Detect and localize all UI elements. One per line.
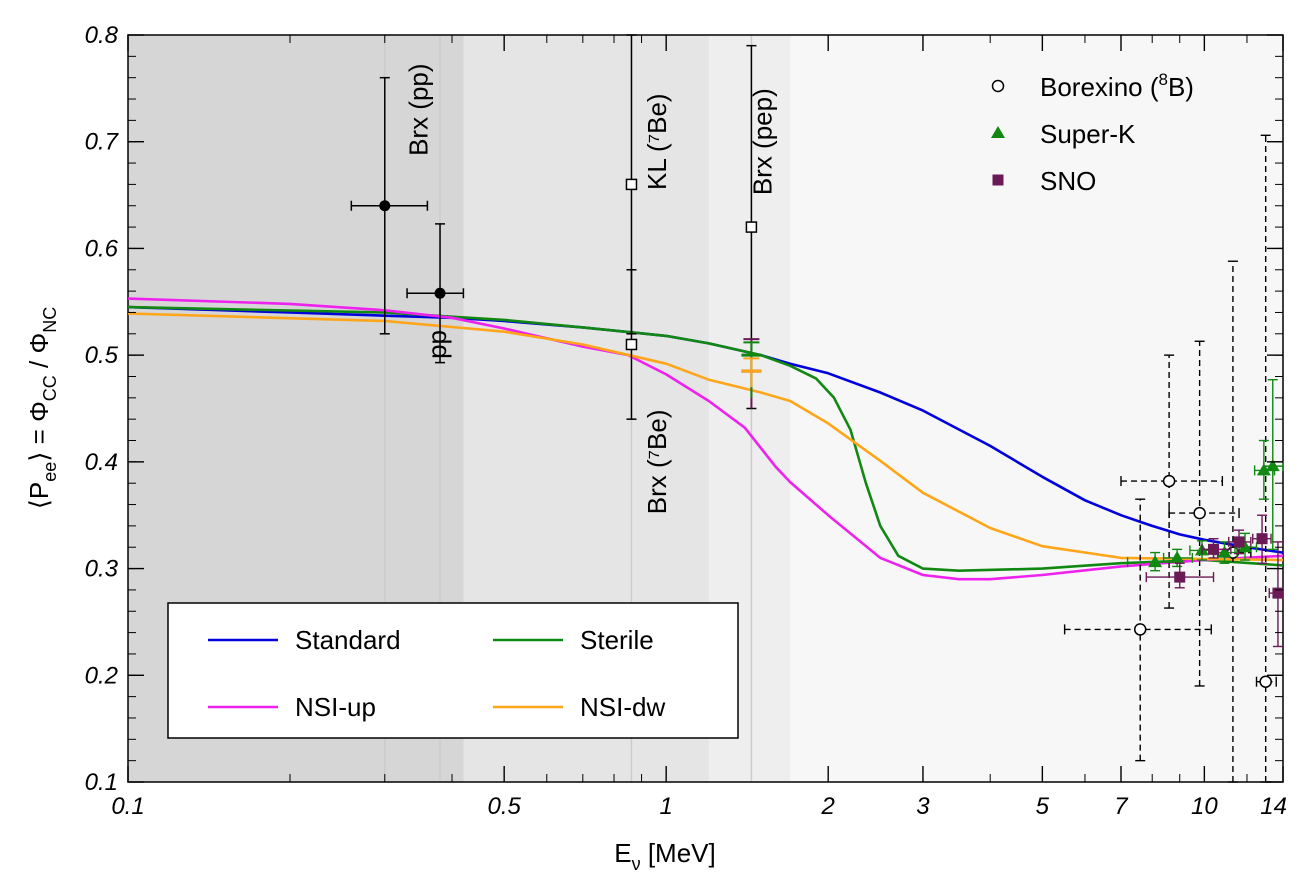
y-tick-label-7: 0.8: [85, 22, 119, 49]
high-energy-points: [1063, 134, 1284, 783]
legend-marker-1: [991, 126, 1005, 138]
dataset-2-marker-2: [1233, 536, 1245, 548]
point-marker-0: [379, 200, 391, 212]
legend-marker-2: [992, 174, 1004, 186]
y-tick-label-0: 0.1: [85, 769, 118, 796]
series-line-nsi-dw: [127, 312, 1284, 562]
series-line-sterile: [127, 305, 1284, 572]
legend-point-label-2: SNO: [1040, 166, 1096, 196]
legend-point-label-0: Borexino (8B): [1040, 70, 1194, 102]
x-axis-title: Eν [MeV]: [614, 838, 715, 874]
legend-lines: Standard Sterile NSI-up NSI-dw: [167, 602, 739, 739]
y-tick-label-3: 0.4: [85, 449, 118, 476]
y-tick-label-4: 0.5: [85, 342, 119, 369]
x-tick-label-7: 10: [1191, 793, 1218, 820]
dataset-2-marker-4: [1272, 587, 1284, 599]
point-marker-1: [434, 287, 446, 299]
y-tick-label-2: 0.3: [85, 556, 119, 583]
dataset-2-marker-1: [1208, 543, 1220, 555]
dataset-1-marker-3: [1217, 545, 1232, 558]
point-marker-2: [625, 178, 638, 191]
low-energy-points: [350, 34, 762, 420]
legend-marker-0: [991, 79, 1005, 93]
legend-label-nsi-dw: NSI-dw: [580, 692, 665, 722]
y-tick-label-5: 0.6: [85, 235, 119, 262]
dataset-1-marker-1: [1170, 550, 1185, 563]
legend-label-sterile: Sterile: [580, 625, 654, 655]
band-label-0: Brx (pp): [403, 63, 433, 155]
x-tick-label-3: 2: [821, 793, 835, 820]
dataset-1-marker-4: [1238, 540, 1253, 553]
band-label-4: Brx (pep): [748, 88, 778, 195]
dataset-0-marker-1: [1162, 474, 1176, 488]
x-tick-label-1: 0.5: [487, 793, 521, 820]
dataset-1-marker-6: [1265, 459, 1280, 472]
dataset-0-marker-2: [1193, 506, 1206, 520]
plot-frame: [127, 34, 1284, 783]
legend-point-label-1: Super-K: [1040, 119, 1136, 149]
series-line-nsi-up: [127, 297, 1284, 581]
x-tick-label-4: 3: [916, 793, 930, 820]
dataset-0-marker-4: [1259, 675, 1272, 688]
point-marker-4: [745, 221, 758, 233]
band-label-2: KL (⁷Be): [642, 93, 672, 190]
legend-points: Borexino (8B) Super-K SNO: [991, 70, 1194, 196]
x-tick-label-0: 0.1: [111, 793, 144, 820]
y-tick-label-6: 0.7: [85, 129, 120, 156]
axes: [127, 34, 1284, 783]
x-tick-label-8: 14: [1260, 793, 1287, 820]
series-lines: [127, 297, 1284, 581]
y-axis-title: ⟨Pee⟩ = ΦCC / ΦNC: [24, 307, 60, 509]
dataset-0-marker-0: [1133, 623, 1147, 636]
legend-label-nsi-up: NSI-up: [295, 692, 376, 722]
band-labels: Brx (pp) pp KL (⁷Be) Brx (⁷Be) Brx (pep): [403, 63, 777, 514]
dataset-2-marker-3: [1256, 533, 1268, 545]
y-tick-label-1: 0.2: [85, 662, 118, 689]
dataset-2-marker-0: [1174, 571, 1186, 583]
point-marker-3: [625, 338, 638, 351]
x-tick-label-5: 5: [1036, 793, 1050, 820]
x-tick-label-6: 7: [1114, 793, 1129, 820]
band-label-1: pp: [422, 330, 452, 359]
x-tick-label-2: 1: [659, 793, 672, 820]
legend-lines-box: [167, 602, 739, 739]
ticks: 0.1 0.2 0.3 0.4 0.5 0.6 0.7 0.8 0.1 0.5 1 2 3 5 7 10 14: [85, 22, 1287, 820]
dataset-1-marker-0: [1148, 555, 1163, 568]
band-label-3: Brx (⁷Be): [642, 409, 672, 514]
legend-label-standard: Standard: [295, 625, 401, 655]
